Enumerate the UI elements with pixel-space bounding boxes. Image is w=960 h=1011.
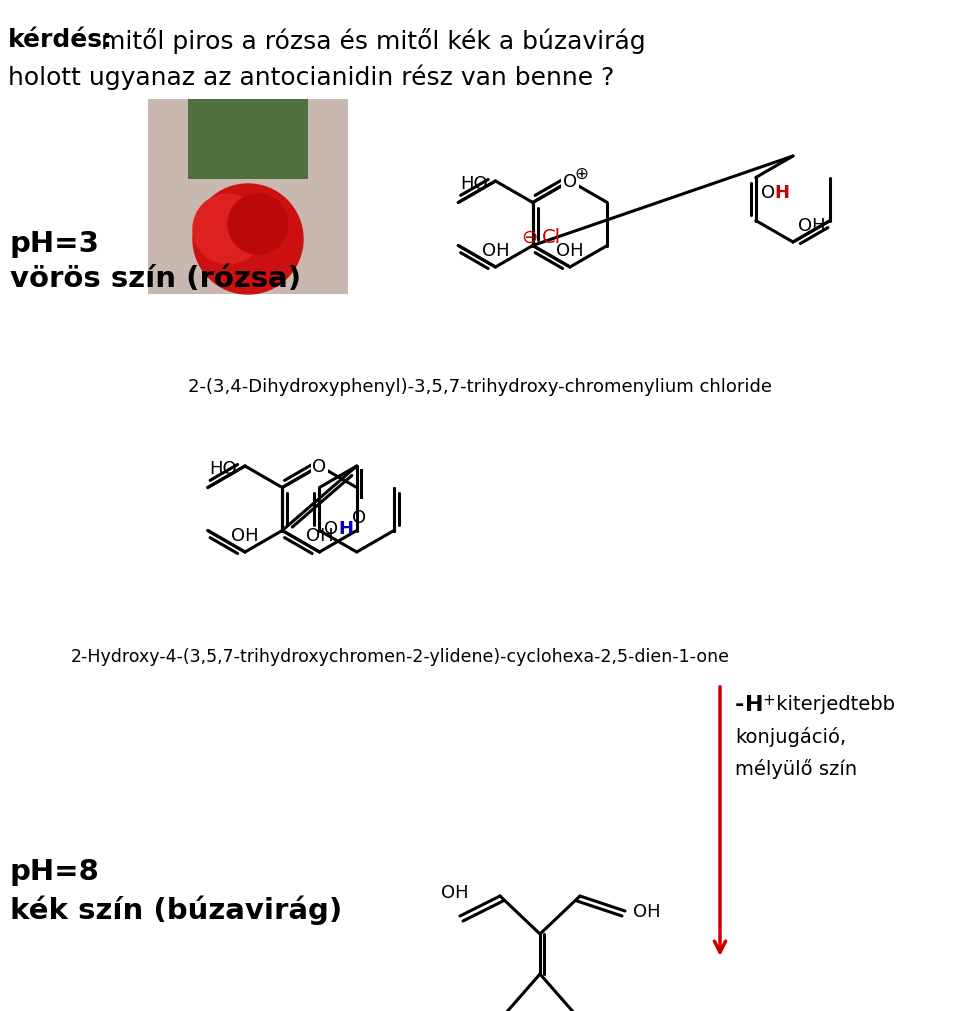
FancyBboxPatch shape (188, 100, 308, 180)
Text: H: H (745, 695, 763, 715)
Text: konjugáció,: konjugáció, (735, 726, 846, 746)
Text: O: O (563, 173, 577, 191)
Text: ⊕: ⊕ (574, 165, 588, 183)
Text: O: O (324, 520, 339, 538)
Text: pH=8: pH=8 (10, 857, 100, 885)
Text: holott ugyanaz az antocianidin rész van benne ?: holott ugyanaz az antocianidin rész van … (8, 64, 614, 89)
Text: HO: HO (209, 460, 237, 477)
Text: ⊖: ⊖ (521, 227, 538, 247)
Text: OH: OH (231, 527, 259, 545)
Text: OH: OH (442, 884, 468, 901)
Text: kék szín (búzavirág): kék szín (búzavirág) (10, 895, 343, 925)
Text: +: + (762, 693, 775, 708)
Text: H: H (775, 183, 790, 201)
Text: H: H (339, 520, 353, 538)
Text: O: O (312, 458, 326, 475)
Circle shape (193, 195, 263, 265)
Text: Cl: Cl (542, 227, 562, 247)
Text: pH=3: pH=3 (10, 229, 100, 258)
Text: OH: OH (798, 216, 826, 235)
Text: OH: OH (633, 902, 660, 920)
Text: 2-Hydroxy-4-(3,5,7-trihydroxychromen-2-ylidene)-cyclohexa-2,5-dien-1-one: 2-Hydroxy-4-(3,5,7-trihydroxychromen-2-y… (70, 647, 730, 665)
FancyBboxPatch shape (148, 100, 348, 295)
Text: mitől piros a rózsa és mitől kék a búzavirág: mitől piros a rózsa és mitől kék a búzav… (93, 28, 646, 54)
Text: O: O (760, 183, 775, 201)
FancyBboxPatch shape (148, 100, 348, 295)
Text: kérdés:: kérdés: (8, 28, 113, 52)
Text: -: - (735, 695, 744, 715)
Text: 2-(3,4-Dihydroxyphenyl)-3,5,7-trihydroxy-chromenylium chloride: 2-(3,4-Dihydroxyphenyl)-3,5,7-trihydroxy… (188, 378, 772, 395)
Text: kiterjedtebb: kiterjedtebb (770, 695, 895, 714)
Text: O: O (351, 509, 366, 527)
Text: vörös szín (rózsa): vörös szín (rózsa) (10, 265, 301, 293)
Text: OH: OH (482, 242, 510, 260)
Text: HO: HO (460, 175, 488, 193)
Text: OH: OH (305, 527, 333, 545)
Circle shape (228, 195, 288, 255)
Circle shape (193, 185, 303, 295)
Text: mélyülő szín: mélyülő szín (735, 758, 857, 778)
Text: OH: OH (556, 242, 584, 260)
